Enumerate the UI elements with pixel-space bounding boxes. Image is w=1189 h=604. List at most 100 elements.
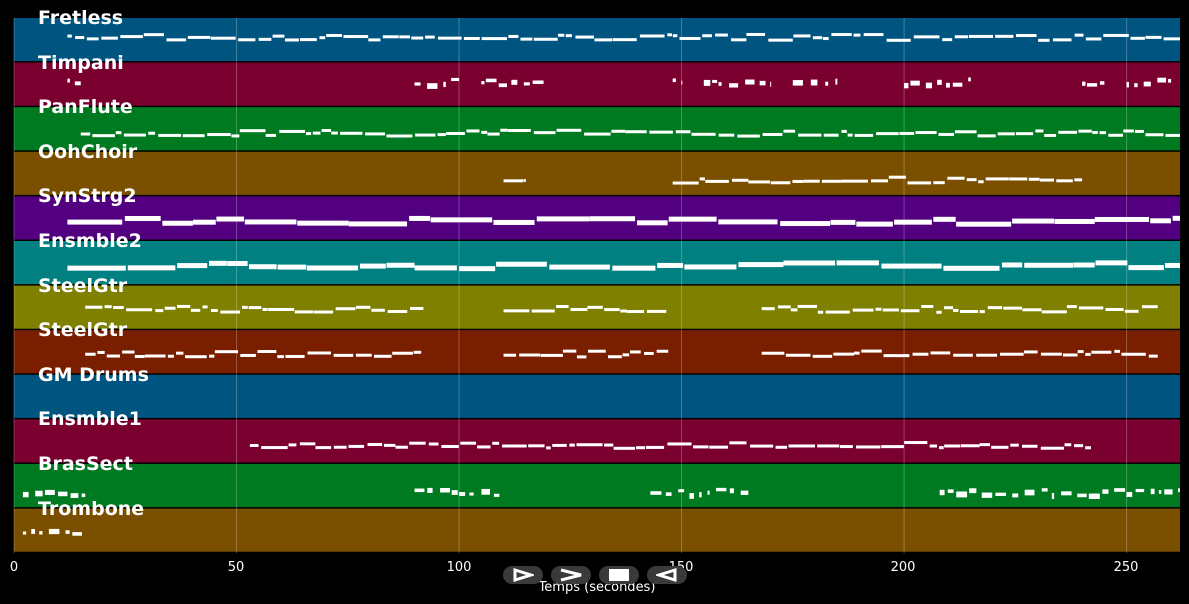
note — [1085, 446, 1091, 450]
note — [1015, 132, 1034, 136]
note — [731, 38, 747, 42]
x-tick-label: 50 — [227, 560, 245, 575]
note — [511, 79, 518, 85]
fast-forward-button[interactable] — [551, 566, 591, 584]
note — [650, 491, 662, 495]
note — [594, 38, 613, 42]
note — [469, 492, 474, 496]
note — [1086, 83, 1098, 87]
note — [712, 79, 718, 83]
note — [825, 81, 829, 86]
note — [875, 307, 882, 311]
stop-button[interactable] — [599, 566, 639, 584]
note — [558, 33, 565, 37]
note — [383, 443, 396, 447]
note — [207, 133, 231, 137]
note — [981, 492, 993, 498]
note — [1172, 215, 1180, 221]
note — [783, 260, 836, 266]
note — [649, 130, 673, 134]
note — [1085, 37, 1102, 41]
note — [72, 532, 82, 536]
note — [1095, 260, 1128, 266]
note — [106, 354, 120, 358]
note — [738, 262, 784, 268]
note — [665, 492, 672, 496]
track-name: Ensmble2 — [38, 230, 142, 252]
note — [493, 219, 535, 225]
note — [503, 353, 517, 357]
note — [679, 36, 701, 40]
note — [823, 133, 839, 137]
note — [622, 353, 630, 357]
note — [81, 493, 86, 498]
note — [912, 352, 929, 356]
note — [1099, 131, 1107, 135]
note — [326, 33, 342, 37]
note — [176, 351, 184, 355]
track-lane — [14, 508, 1180, 552]
rewind-button[interactable] — [647, 566, 687, 584]
note — [496, 261, 547, 267]
note — [115, 131, 122, 135]
note — [299, 442, 316, 446]
note — [57, 491, 68, 497]
note — [67, 34, 72, 38]
note — [1165, 133, 1180, 137]
note — [459, 492, 466, 496]
note — [294, 310, 314, 314]
note — [1073, 262, 1095, 268]
note — [1078, 306, 1104, 310]
note — [947, 176, 965, 180]
note — [437, 36, 462, 40]
note — [933, 181, 945, 185]
note — [240, 353, 256, 357]
note — [503, 309, 530, 313]
note — [437, 133, 446, 137]
note — [210, 36, 236, 40]
note — [705, 179, 729, 183]
note — [374, 354, 392, 358]
note — [821, 179, 842, 183]
note — [1024, 262, 1074, 268]
note — [187, 35, 211, 39]
note — [1128, 265, 1164, 271]
note — [386, 262, 415, 268]
note — [985, 177, 1009, 181]
note — [395, 445, 408, 449]
note — [604, 443, 614, 447]
note — [883, 354, 910, 358]
track-name: SynStrg2 — [38, 185, 137, 208]
note — [430, 217, 493, 223]
play-icon — [513, 568, 534, 582]
note — [1001, 262, 1023, 268]
note — [1126, 81, 1129, 88]
note — [646, 309, 667, 313]
note — [968, 77, 971, 82]
note — [477, 445, 491, 449]
note — [907, 181, 932, 185]
note — [307, 351, 331, 355]
note — [587, 305, 603, 309]
note — [493, 493, 500, 497]
note — [825, 310, 850, 314]
note — [1066, 305, 1077, 309]
note — [1145, 133, 1164, 137]
note — [937, 79, 942, 85]
note — [556, 128, 582, 132]
note — [1040, 446, 1065, 450]
note — [134, 355, 145, 359]
note — [841, 179, 868, 183]
note — [684, 264, 737, 270]
note — [803, 179, 820, 183]
note — [1056, 179, 1073, 183]
track-name: BrasSect — [38, 453, 133, 475]
note — [1028, 177, 1040, 181]
note — [392, 351, 413, 355]
note — [244, 219, 297, 225]
note — [817, 310, 824, 314]
note — [783, 129, 796, 133]
note — [952, 82, 963, 87]
play-button[interactable] — [503, 566, 543, 584]
track-name: Fretless — [38, 7, 124, 29]
